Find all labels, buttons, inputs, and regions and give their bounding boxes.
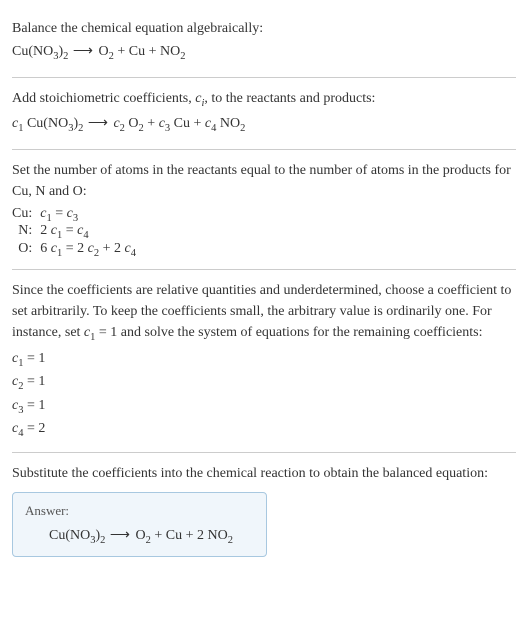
o-lhs-pre: 6 <box>40 241 51 256</box>
lhs-text: Cu(NO <box>12 44 53 59</box>
cu-eq: = <box>52 206 67 221</box>
balanced-equation: Cu(NO3)2 ⟶ O2 + Cu + 2 NO2 <box>25 527 254 546</box>
coeff-4: c4 = 2 <box>12 418 516 442</box>
coeff-1: c1 = 1 <box>12 348 516 372</box>
n-eq: = <box>62 223 77 238</box>
cf1-val: = 1 <box>23 351 45 366</box>
arrow: ⟶ <box>68 44 98 59</box>
cf2-val: = 1 <box>23 374 45 389</box>
unbalanced-equation: Cu(NO3)2 ⟶ O2 + Cu + NO2 <box>12 41 516 65</box>
intro-title: Balance the chemical equation algebraica… <box>12 18 516 39</box>
eq-label-n: N: <box>12 223 40 241</box>
title-a: Add stoichiometric coefficients, <box>12 91 195 106</box>
cu-rhs-sub: 3 <box>73 212 78 223</box>
coeff-3: c3 = 1 <box>12 395 516 419</box>
ans-mid: + Cu + 2 NO <box>151 528 228 543</box>
sp1: Cu(NO <box>23 116 68 131</box>
cf3-val: = 1 <box>23 398 45 413</box>
ans-lhs: Cu(NO <box>49 528 90 543</box>
rhs-o: O <box>98 44 108 59</box>
eq-val-cu: c1 = c3 <box>40 206 136 224</box>
o-rhs2-sub: 4 <box>131 248 136 259</box>
coeff-list: c1 = 1 c2 = 1 c3 = 1 c4 = 2 <box>12 348 516 442</box>
answer-title-line: Substitute the coefficients into the che… <box>12 463 516 484</box>
plus1: + <box>144 116 159 131</box>
coeff-2: c2 = 1 <box>12 371 516 395</box>
sp4-sub: 2 <box>240 123 245 134</box>
section-atom-equations: Set the number of atoms in the reactants… <box>12 150 516 269</box>
answer-label: Answer: <box>25 503 254 519</box>
atom-title: Set the number of atoms in the reactants… <box>12 160 516 202</box>
cf4-val: = 2 <box>23 421 45 436</box>
coeff-equation: c1 Cu(NO3)2 ⟶ c2 O2 + c3 Cu + c4 NO2 <box>12 113 516 137</box>
section-balance-intro: Balance the chemical equation algebraica… <box>12 8 516 77</box>
solve-title: Since the coefficients are relative quan… <box>12 280 516 346</box>
eq-val-n: 2 c1 = c4 <box>40 223 136 241</box>
coeff-title: Add stoichiometric coefficients, ci, to … <box>12 88 516 112</box>
ans-o: O <box>135 528 145 543</box>
rhs-no-sub: 2 <box>180 51 185 62</box>
answer-box: Answer: Cu(NO3)2 ⟶ O2 + Cu + 2 NO2 <box>12 492 267 557</box>
rhs-rest: + Cu + NO <box>114 44 180 59</box>
n-lhs-pre: 2 <box>40 223 51 238</box>
solve-title-b: = 1 and solve the system of equations fo… <box>95 325 482 340</box>
ans-arrow: ⟶ <box>105 528 135 543</box>
section-solve: Since the coefficients are relative quan… <box>12 270 516 452</box>
eq-label-cu: Cu: <box>12 206 40 224</box>
ans-no-sub: 2 <box>228 535 233 546</box>
title-b: , to the reactants and products: <box>204 91 375 106</box>
o-eq: = 2 <box>62 241 87 256</box>
sp2: O <box>125 116 139 131</box>
sp4: NO <box>216 116 240 131</box>
sp3: Cu + <box>170 116 205 131</box>
eq-val-o: 6 c1 = 2 c2 + 2 c4 <box>40 241 136 259</box>
eq-row-n: N: 2 c1 = c4 <box>12 223 136 241</box>
atom-eq-table: Cu: c1 = c3 N: 2 c1 = c4 O: 6 c1 = 2 c2 … <box>12 206 136 259</box>
eq-row-o: O: 6 c1 = 2 c2 + 2 c4 <box>12 241 136 259</box>
arrow2: ⟶ <box>83 116 113 131</box>
o-plus: + 2 <box>99 241 124 256</box>
eq-label-o: O: <box>12 241 40 259</box>
eq-row-cu: Cu: c1 = c3 <box>12 206 136 224</box>
n-rhs-sub: 4 <box>83 230 88 241</box>
section-add-coefficients: Add stoichiometric coefficients, ci, to … <box>12 78 516 149</box>
section-answer: Substitute the coefficients into the che… <box>12 453 516 567</box>
